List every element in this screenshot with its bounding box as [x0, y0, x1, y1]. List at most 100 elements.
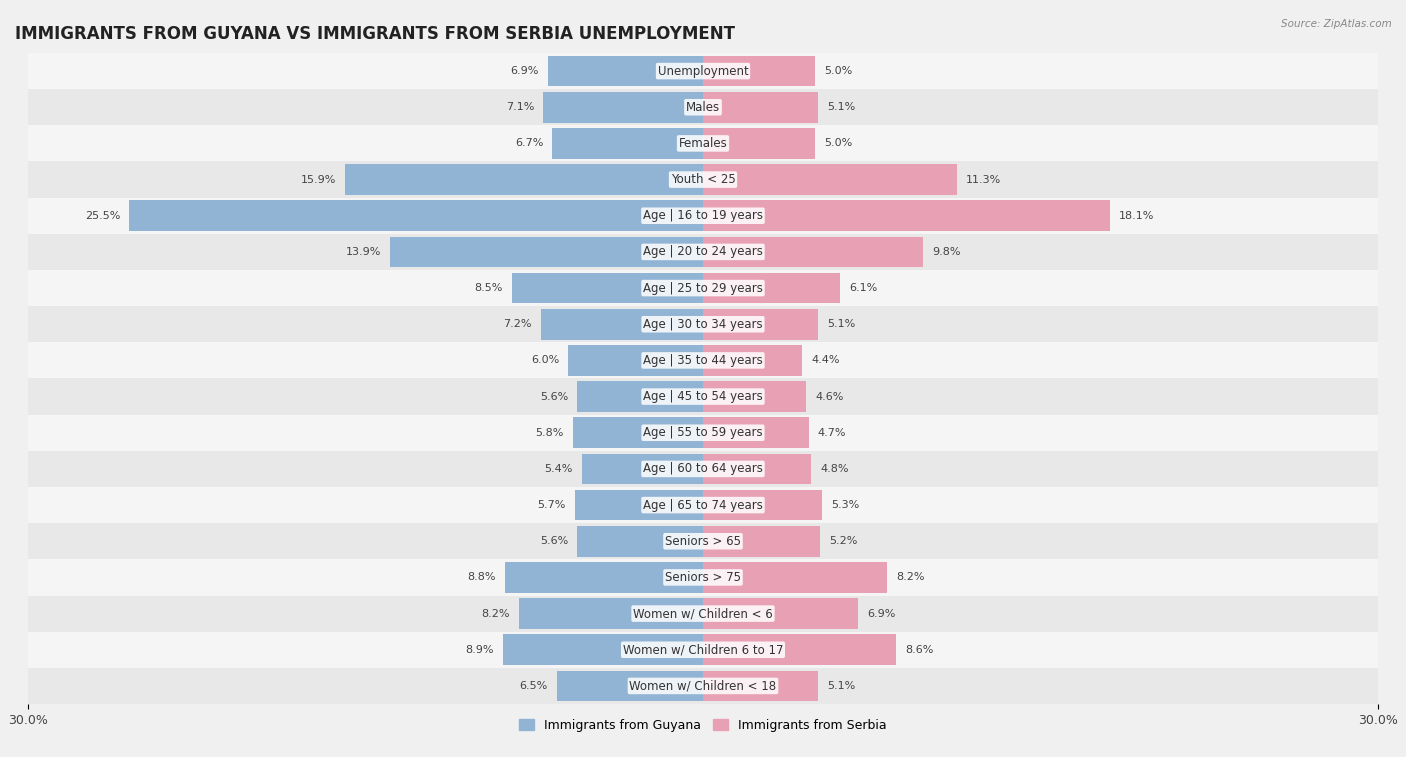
Bar [505, 562, 703, 593]
Bar [568, 345, 703, 375]
Bar [703, 671, 818, 701]
Text: 4.7%: 4.7% [818, 428, 846, 438]
Bar [703, 236, 924, 267]
Bar [28, 161, 1378, 198]
Bar [28, 270, 1378, 306]
Bar [543, 92, 703, 123]
Bar [28, 415, 1378, 451]
Text: 6.7%: 6.7% [515, 139, 543, 148]
Bar [28, 559, 1378, 596]
Bar [703, 562, 887, 593]
Text: 5.1%: 5.1% [827, 319, 855, 329]
Text: Age | 60 to 64 years: Age | 60 to 64 years [643, 463, 763, 475]
Text: 8.2%: 8.2% [481, 609, 509, 618]
Text: 5.4%: 5.4% [544, 464, 572, 474]
Bar [28, 631, 1378, 668]
Text: 5.6%: 5.6% [540, 536, 568, 547]
Text: Age | 16 to 19 years: Age | 16 to 19 years [643, 209, 763, 223]
Bar [703, 490, 823, 521]
Bar [576, 382, 703, 412]
Text: Age | 20 to 24 years: Age | 20 to 24 years [643, 245, 763, 258]
Text: Seniors > 65: Seniors > 65 [665, 534, 741, 548]
Bar [519, 598, 703, 629]
Bar [703, 634, 897, 665]
Text: 6.9%: 6.9% [510, 66, 538, 76]
Text: 8.6%: 8.6% [905, 645, 934, 655]
Text: 4.6%: 4.6% [815, 391, 844, 401]
Bar [129, 201, 703, 231]
Bar [391, 236, 703, 267]
Text: 5.0%: 5.0% [824, 139, 852, 148]
Text: 5.1%: 5.1% [827, 681, 855, 691]
Bar [346, 164, 703, 195]
Text: Women w/ Children < 18: Women w/ Children < 18 [630, 680, 776, 693]
Text: 5.7%: 5.7% [537, 500, 565, 510]
Text: 6.1%: 6.1% [849, 283, 877, 293]
Bar [28, 89, 1378, 126]
Text: Age | 35 to 44 years: Age | 35 to 44 years [643, 354, 763, 367]
Bar [28, 596, 1378, 631]
Bar [703, 273, 841, 304]
Bar [28, 198, 1378, 234]
Bar [503, 634, 703, 665]
Text: 6.9%: 6.9% [868, 609, 896, 618]
Bar [703, 309, 818, 340]
Bar [703, 56, 815, 86]
Text: Source: ZipAtlas.com: Source: ZipAtlas.com [1281, 19, 1392, 29]
Text: 7.1%: 7.1% [506, 102, 534, 112]
Bar [703, 453, 811, 484]
Text: 4.8%: 4.8% [820, 464, 848, 474]
Text: 9.8%: 9.8% [932, 247, 960, 257]
Bar [28, 487, 1378, 523]
Text: 15.9%: 15.9% [301, 175, 336, 185]
Bar [28, 668, 1378, 704]
Text: Age | 45 to 54 years: Age | 45 to 54 years [643, 390, 763, 403]
Bar [557, 671, 703, 701]
Text: Unemployment: Unemployment [658, 64, 748, 77]
Text: Women w/ Children 6 to 17: Women w/ Children 6 to 17 [623, 643, 783, 656]
Bar [28, 234, 1378, 270]
Text: 5.6%: 5.6% [540, 391, 568, 401]
Text: 18.1%: 18.1% [1119, 210, 1154, 221]
Bar [541, 309, 703, 340]
Text: Females: Females [679, 137, 727, 150]
Bar [703, 92, 818, 123]
Text: Women w/ Children < 6: Women w/ Children < 6 [633, 607, 773, 620]
Bar [28, 523, 1378, 559]
Text: Seniors > 75: Seniors > 75 [665, 571, 741, 584]
Bar [703, 417, 808, 448]
Text: Age | 55 to 59 years: Age | 55 to 59 years [643, 426, 763, 439]
Bar [575, 490, 703, 521]
Bar [703, 164, 957, 195]
Text: 5.3%: 5.3% [831, 500, 859, 510]
Text: 8.9%: 8.9% [465, 645, 494, 655]
Text: 8.8%: 8.8% [468, 572, 496, 582]
Bar [28, 53, 1378, 89]
Text: IMMIGRANTS FROM GUYANA VS IMMIGRANTS FROM SERBIA UNEMPLOYMENT: IMMIGRANTS FROM GUYANA VS IMMIGRANTS FRO… [14, 25, 734, 43]
Bar [703, 201, 1111, 231]
Bar [572, 417, 703, 448]
Text: 6.5%: 6.5% [520, 681, 548, 691]
Bar [512, 273, 703, 304]
Text: Age | 25 to 29 years: Age | 25 to 29 years [643, 282, 763, 294]
Legend: Immigrants from Guyana, Immigrants from Serbia: Immigrants from Guyana, Immigrants from … [515, 714, 891, 737]
Text: 5.8%: 5.8% [536, 428, 564, 438]
Bar [28, 126, 1378, 161]
Bar [553, 128, 703, 159]
Text: Youth < 25: Youth < 25 [671, 173, 735, 186]
Text: 8.5%: 8.5% [474, 283, 503, 293]
Text: 5.2%: 5.2% [830, 536, 858, 547]
Bar [28, 378, 1378, 415]
Text: 11.3%: 11.3% [966, 175, 1001, 185]
Bar [582, 453, 703, 484]
Bar [703, 128, 815, 159]
Text: 4.4%: 4.4% [811, 356, 839, 366]
Text: 5.0%: 5.0% [824, 66, 852, 76]
Bar [28, 451, 1378, 487]
Text: 25.5%: 25.5% [84, 210, 121, 221]
Bar [576, 526, 703, 556]
Text: 13.9%: 13.9% [346, 247, 381, 257]
Bar [28, 342, 1378, 378]
Bar [703, 526, 820, 556]
Text: Age | 65 to 74 years: Age | 65 to 74 years [643, 499, 763, 512]
